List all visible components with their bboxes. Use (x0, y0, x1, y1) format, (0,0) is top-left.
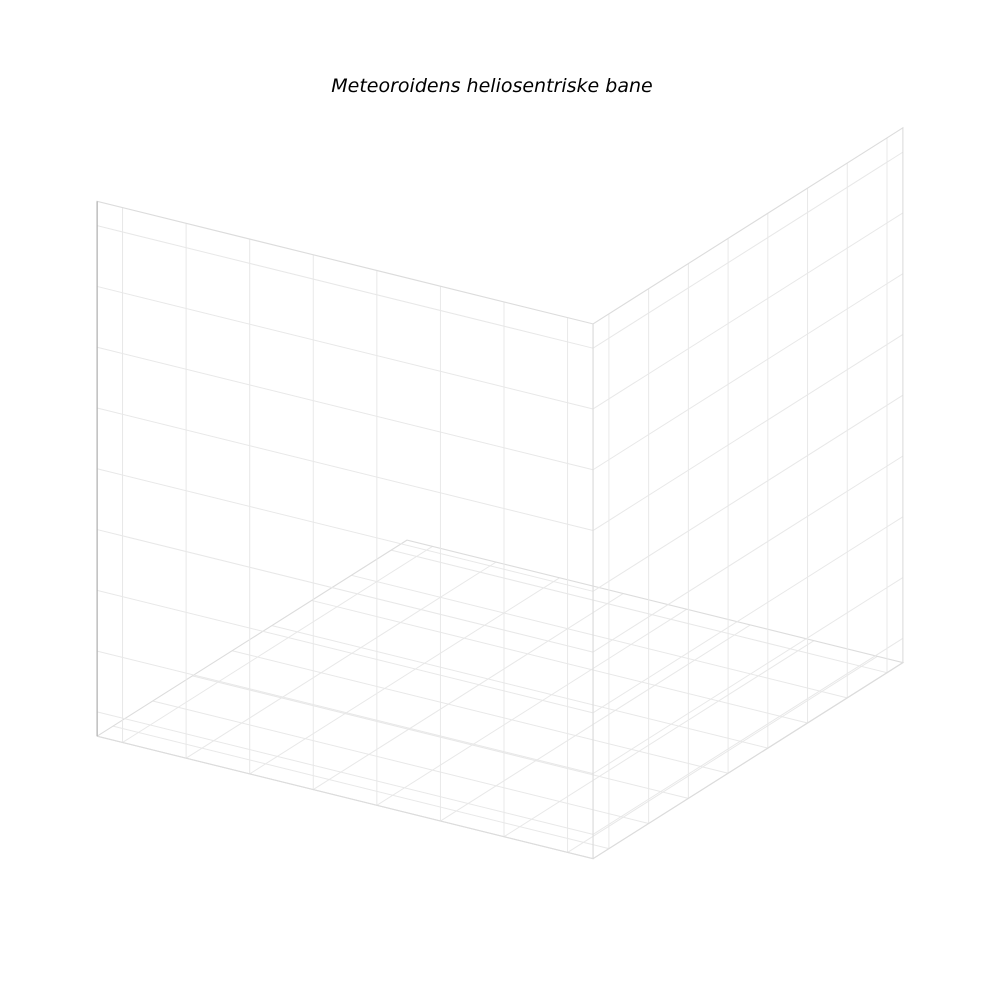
page-title: Meteoroidens heliosentriske bane (331, 75, 652, 97)
axes-panes (96, 126, 905, 860)
